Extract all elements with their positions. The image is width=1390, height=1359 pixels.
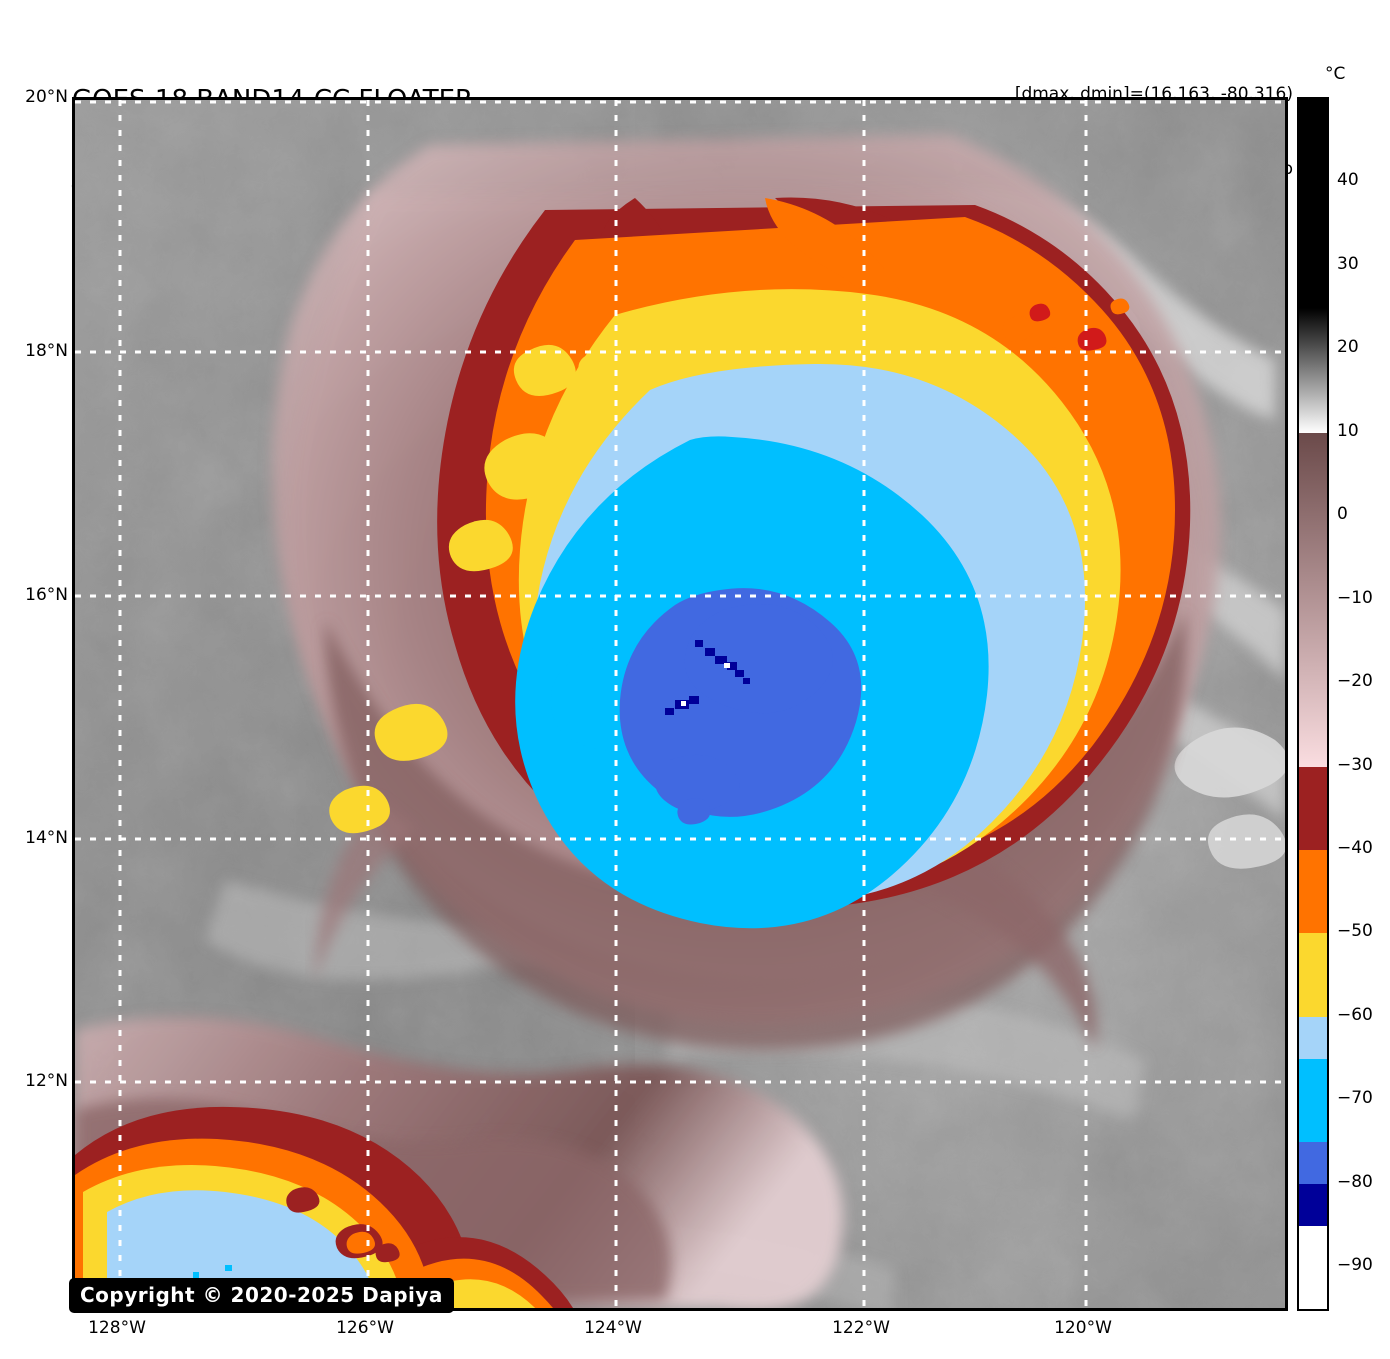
lat-tick-14: 14°N: [25, 828, 68, 848]
colorbar-tick--30: −30: [1337, 754, 1373, 775]
colorbar-segment--65-to--75: [1299, 1058, 1327, 1143]
lat-lon-gridlines: [75, 100, 1285, 1308]
lat-tick-16: 16°N: [25, 585, 68, 605]
lat-tick-20: 20°N: [25, 87, 68, 107]
colorbar-segment-10-to--30: [1299, 432, 1327, 767]
colorbar-segment-50-to-25: [1299, 99, 1327, 308]
colorbar-units-label: °C: [1325, 64, 1346, 84]
colorbar-tick--60: −60: [1337, 1004, 1373, 1025]
lat-tick-12: 12°N: [25, 1071, 68, 1091]
lat-tick-18: 18°N: [25, 341, 68, 361]
colorbar-tick--20: −20: [1337, 671, 1373, 692]
colorbar-tick--70: −70: [1337, 1088, 1373, 1109]
colorbar-tick--10: −10: [1337, 587, 1373, 608]
lon-tick-122: 122°W: [832, 1318, 890, 1338]
colorbar-tick-40: 40: [1337, 170, 1359, 191]
colorbar-tick-20: 20: [1337, 337, 1359, 358]
colorbar-segment--40-to--50: [1299, 850, 1327, 934]
colorbar-segment--50-to--60: [1299, 933, 1327, 1017]
main-cyclone-cloud-system: [272, 135, 1221, 1050]
colorbar-segment--85-to--95: [1299, 1225, 1327, 1309]
temperature-colorbar: [1297, 97, 1329, 1311]
colorbar-tick-10: 10: [1337, 420, 1359, 441]
lon-tick-120: 120°W: [1054, 1318, 1112, 1338]
colorbar-tick--40: −40: [1337, 838, 1373, 859]
lon-tick-124: 124°W: [584, 1318, 642, 1338]
satellite-imagery-canvas: [75, 100, 1285, 1308]
colorbar-tick--80: −80: [1337, 1171, 1373, 1192]
colorbar-segment--80-to--85: [1299, 1183, 1327, 1226]
colorbar-tick--90: −90: [1337, 1255, 1373, 1276]
colorbar-segment--75-to--80: [1299, 1142, 1327, 1184]
lon-tick-126: 126°W: [336, 1318, 394, 1338]
colorbar-gradient: [1299, 99, 1327, 1309]
lon-tick-128: 128°W: [88, 1318, 146, 1338]
colorbar-tick-0: 0: [1337, 504, 1348, 525]
colorbar-tick--50: −50: [1337, 921, 1373, 942]
copyright-watermark: Copyright © 2020-2025 Dapiya: [69, 1278, 454, 1313]
colorbar-segment--30-to--40: [1299, 766, 1327, 851]
colorbar-segment-25-to-10: [1299, 307, 1327, 433]
colorbar-tick-30: 30: [1337, 253, 1359, 274]
satellite-image-plot: [72, 97, 1288, 1311]
colorbar-segment--60-to--65: [1299, 1016, 1327, 1059]
detached-convective-cells: [286, 1187, 400, 1263]
